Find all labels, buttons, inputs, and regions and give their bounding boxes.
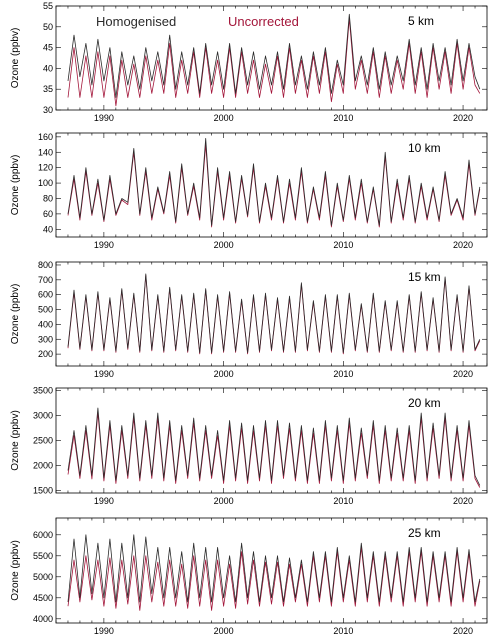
series-line-uncorrected xyxy=(67,547,481,611)
x-tick-label: 1990 xyxy=(94,240,114,250)
x-tick-label: 2020 xyxy=(453,496,473,506)
altitude-label: 25 km xyxy=(408,526,441,540)
y-axis-label: Ozone (ppbv) xyxy=(10,28,21,89)
series-line-homogenised xyxy=(67,138,481,226)
x-tick-label: 2000 xyxy=(214,240,234,250)
y-tick-label: 4000 xyxy=(33,614,53,624)
series-line-uncorrected xyxy=(67,18,481,107)
x-tick-label: 1990 xyxy=(94,496,114,506)
series-line-homogenised xyxy=(67,13,481,98)
x-tick-label: 2000 xyxy=(214,626,234,636)
y-tick-label: 2000 xyxy=(33,461,53,471)
x-tick-label: 1990 xyxy=(94,113,114,123)
altitude-label: 15 km xyxy=(408,270,441,284)
y-tick-label: 160 xyxy=(38,132,53,142)
altitude-label: 10 km xyxy=(408,141,441,155)
y-axis-label: Ozone (ppbv) xyxy=(10,540,21,601)
y-tick-label: 800 xyxy=(38,260,53,270)
series-line-uncorrected xyxy=(67,275,481,355)
y-tick-label: 300 xyxy=(38,334,53,344)
y-tick-label: 2500 xyxy=(33,436,53,446)
panels-group: 1990 2000 2010 2020 30 35 40 45 50 55 Ozone (ppbv)… xyxy=(10,1,488,636)
y-tick-label: 200 xyxy=(38,349,53,359)
panel-5: 1990 2000 2010 2020 4000 4500 5000 5500 6000 Ozon… xyxy=(10,517,488,636)
y-tick-label: 40 xyxy=(43,224,53,234)
y-tick-label: 35 xyxy=(43,84,53,94)
y-tick-label: 30 xyxy=(43,105,53,115)
y-tick-label: 80 xyxy=(43,193,53,203)
x-tick-label: 2020 xyxy=(453,113,473,123)
legend: Homogenised Uncorrected xyxy=(96,14,299,29)
x-tick-label: 2020 xyxy=(453,240,473,250)
y-tick-label: 100 xyxy=(38,178,53,188)
y-axis-label: Ozone (ppbv) xyxy=(10,155,21,216)
legend-homogenised: Homogenised xyxy=(96,14,176,29)
x-tick-label: 2000 xyxy=(214,369,234,379)
series-line-homogenised xyxy=(67,534,481,603)
y-axis-label: Ozone (ppbv) xyxy=(10,410,21,471)
y-tick-label: 700 xyxy=(38,275,53,285)
x-tick-label: 2010 xyxy=(333,626,353,636)
legend-uncorrected: Uncorrected xyxy=(228,14,299,29)
y-tick-label: 140 xyxy=(38,147,53,157)
altitude-label: 20 km xyxy=(408,396,441,410)
y-tick-label: 60 xyxy=(43,209,53,219)
series-line-homogenised xyxy=(67,273,481,353)
y-tick-label: 3500 xyxy=(33,386,53,396)
x-tick-label: 2010 xyxy=(333,369,353,379)
x-tick-label: 1990 xyxy=(94,626,114,636)
panel-4: 1990 2000 2010 2020 1500 2000 2500 3000 3500 Ozon… xyxy=(10,386,488,506)
y-tick-label: 3000 xyxy=(33,411,53,421)
y-axis-label: Ozone (ppbv) xyxy=(10,284,21,345)
x-tick-label: 2010 xyxy=(333,113,353,123)
y-tick-label: 50 xyxy=(43,22,53,32)
altitude-label: 5 km xyxy=(408,14,434,28)
y-tick-label: 55 xyxy=(43,1,53,11)
y-tick-label: 4500 xyxy=(33,593,53,603)
panel-1: 1990 2000 2010 2020 30 35 40 45 50 55 Ozone (ppbv)… xyxy=(10,1,488,123)
y-tick-label: 120 xyxy=(38,163,53,173)
x-tick-label: 2020 xyxy=(453,626,473,636)
y-tick-label: 500 xyxy=(38,305,53,315)
x-tick-label: 2000 xyxy=(214,113,234,123)
series-line-homogenised xyxy=(67,407,481,486)
panel-2: 1990 2000 2010 2020 40 60 80 100 120 140 160 Ozone … xyxy=(10,132,488,250)
y-tick-label: 1500 xyxy=(33,486,53,496)
x-tick-label: 1990 xyxy=(94,369,114,379)
panel-3: 1990 2000 2010 2020 200 300 400 500 600 700 800 Ozo… xyxy=(10,260,488,379)
y-tick-label: 5000 xyxy=(33,572,53,582)
y-tick-label: 5500 xyxy=(33,551,53,561)
y-tick-label: 45 xyxy=(43,43,53,53)
x-tick-label: 2020 xyxy=(453,369,473,379)
y-tick-label: 40 xyxy=(43,63,53,73)
y-tick-label: 600 xyxy=(38,290,53,300)
x-tick-label: 2010 xyxy=(333,496,353,506)
y-tick-label: 400 xyxy=(38,319,53,329)
x-tick-label: 2010 xyxy=(333,240,353,250)
y-tick-label: 6000 xyxy=(33,530,53,540)
x-tick-label: 2000 xyxy=(214,496,234,506)
